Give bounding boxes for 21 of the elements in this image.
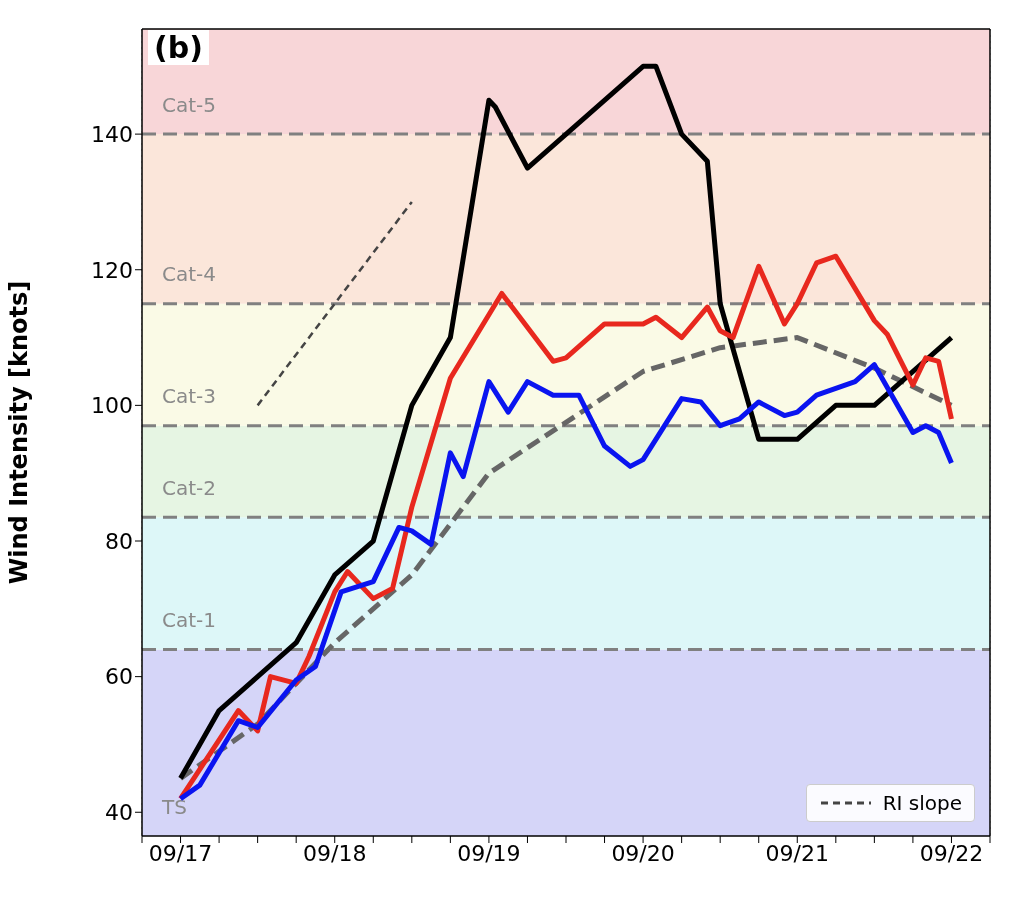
y-axis-title: Wind Intensity [knots] — [4, 280, 33, 585]
band-label: Cat-1 — [162, 608, 217, 633]
x-tick-label: 09/18 — [303, 840, 367, 866]
x-tick-label: 09/19 — [457, 840, 521, 866]
y-tick-label: 120 — [91, 257, 133, 283]
band-label: Cat-4 — [162, 262, 217, 287]
annotation: (b) — [148, 30, 209, 65]
y-tick-label: 80 — [105, 528, 133, 554]
band-label: TS — [161, 794, 187, 819]
y-tick-label: 140 — [91, 121, 133, 147]
band-label: Cat-5 — [162, 92, 217, 117]
y-tick-label: 60 — [105, 664, 133, 690]
legend-label: RI slope — [882, 791, 962, 815]
band-label: Cat-2 — [162, 475, 217, 500]
x-tick-label: 09/22 — [919, 840, 984, 866]
y-tick-label: 40 — [105, 800, 133, 826]
band-label: Cat-3 — [162, 384, 217, 409]
x-tick-label: 09/21 — [765, 840, 829, 866]
y-tick-label: 100 — [91, 393, 133, 419]
x-tick-label: 09/17 — [148, 840, 213, 866]
x-tick-label: 09/20 — [611, 840, 675, 866]
